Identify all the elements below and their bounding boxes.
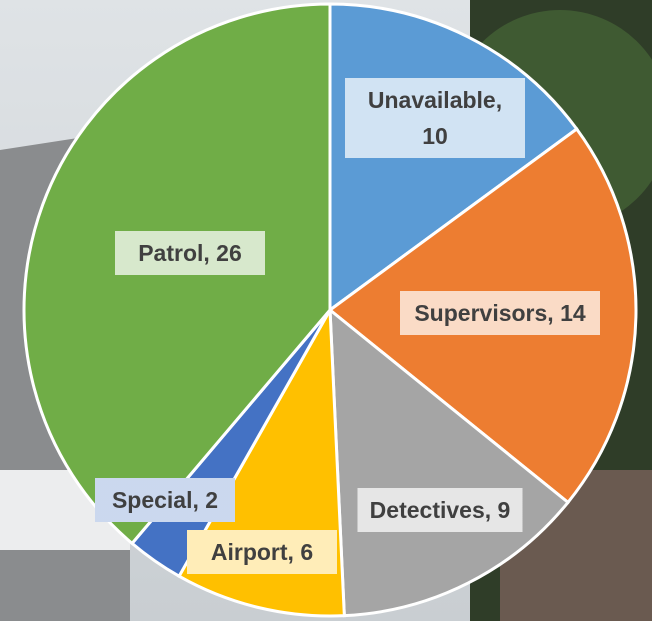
data-label: Special, 2 (95, 478, 235, 522)
data-label: Supervisors, 14 (400, 291, 600, 335)
data-label: Patrol, 26 (115, 231, 265, 275)
data-label: Detectives, 9 (358, 488, 523, 532)
data-label: Unavailable, 10 (345, 78, 525, 158)
page: Unavailable, 10 Supervisors, 14 Detectives… (0, 0, 652, 621)
data-label: Airport, 6 (187, 530, 337, 574)
